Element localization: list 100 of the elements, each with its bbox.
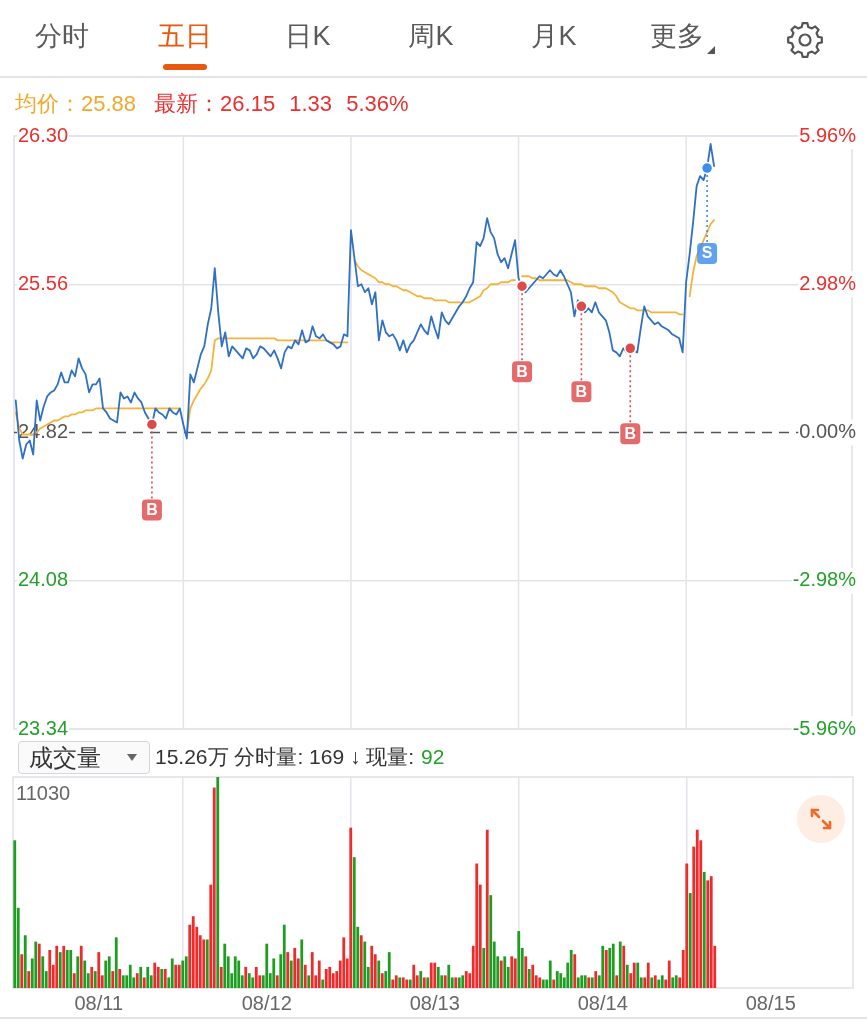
bar: [352, 857, 356, 988]
y2-tick-label: -5.96%: [792, 716, 857, 739]
bar: [436, 966, 440, 988]
bar: [580, 975, 584, 988]
bar: [93, 971, 97, 988]
annotation: B: [575, 382, 588, 400]
bar: [622, 945, 626, 988]
bar: [328, 966, 332, 988]
bar: [321, 979, 325, 988]
text: 15.26万 分时量: 169 ↓ 现量:: [155, 744, 415, 770]
bar: [482, 947, 486, 988]
bar: [48, 950, 52, 988]
y2-tick-label: 2.98%: [799, 271, 857, 294]
bar: [513, 958, 517, 988]
y-tick-label: 26.30: [18, 123, 69, 146]
bar: [615, 975, 619, 988]
bar: [576, 977, 580, 988]
bar: [307, 975, 311, 988]
point: [575, 300, 588, 313]
bar: [671, 977, 675, 988]
bar: [237, 960, 241, 988]
bar: [433, 962, 437, 988]
bar: [674, 975, 678, 988]
bar: [251, 977, 255, 988]
bar: [611, 943, 615, 988]
bar: [27, 971, 31, 988]
bar: [156, 966, 160, 988]
annotation: B: [146, 500, 158, 518]
x-tick-label: 08/12: [241, 991, 292, 1014]
bar: [310, 952, 314, 988]
y-tick-label: 25.56: [18, 271, 69, 294]
bar: [13, 840, 17, 988]
bar: [636, 962, 640, 988]
bar: [573, 954, 577, 988]
text: 最新：26.15 1.33 5.36%: [154, 90, 409, 118]
text: 周K: [408, 20, 454, 52]
bar: [107, 956, 111, 988]
bar: [69, 950, 73, 988]
annotation: 11030: [16, 781, 71, 804]
bar: [65, 950, 69, 988]
bar: [76, 956, 80, 988]
bar: [594, 971, 598, 988]
bar: [212, 787, 216, 988]
bar: [464, 971, 468, 988]
bar: [97, 952, 101, 988]
bar: [349, 827, 353, 988]
bar: [559, 973, 563, 988]
bar: [583, 975, 587, 988]
bar: [569, 950, 573, 988]
bar: [419, 971, 423, 988]
bar: [223, 943, 227, 988]
bar: [184, 956, 188, 988]
text: 分时: [35, 20, 89, 52]
bar: [275, 975, 279, 988]
bar: [233, 956, 237, 988]
bar: [139, 966, 143, 988]
bar: [485, 829, 489, 988]
y2-tick-label: -2.98%: [792, 568, 857, 591]
y2-tick-label: 0.00%: [799, 420, 857, 443]
bar: [531, 964, 535, 988]
bar: [695, 829, 699, 988]
bar: [41, 956, 45, 988]
bar: [216, 777, 220, 988]
bar: [657, 979, 661, 988]
bar: [286, 952, 290, 988]
bar: [625, 964, 629, 988]
text: 均价：25.88: [15, 90, 137, 118]
bar: [489, 895, 493, 988]
bar: [555, 971, 559, 988]
bar: [601, 945, 605, 988]
bar: [391, 979, 395, 988]
bar: [244, 966, 248, 988]
bar: [685, 863, 689, 988]
bar: [324, 969, 328, 988]
x-tick-label: 08/13: [409, 991, 460, 1014]
bar: [170, 958, 174, 988]
bar: [191, 916, 195, 988]
bar: [118, 969, 122, 988]
bar: [552, 979, 556, 988]
bar: [667, 960, 671, 988]
text: 日K: [285, 20, 331, 52]
bar: [55, 945, 59, 988]
bar: [247, 973, 251, 988]
bar: [142, 977, 146, 988]
bar: [153, 962, 157, 988]
bar: [429, 962, 433, 988]
bar: [461, 975, 465, 988]
bar: [181, 960, 185, 988]
bar: [702, 871, 706, 988]
bar: [632, 962, 636, 988]
bar: [83, 960, 87, 988]
bar: [426, 977, 430, 988]
bar: [510, 956, 514, 988]
annotation: S: [701, 244, 713, 262]
point: [624, 342, 637, 355]
annotation: B: [516, 362, 528, 380]
x-tick-label: 08/14: [577, 991, 628, 1014]
bar: [706, 880, 710, 988]
bar: [608, 947, 612, 988]
bar: [62, 945, 66, 988]
